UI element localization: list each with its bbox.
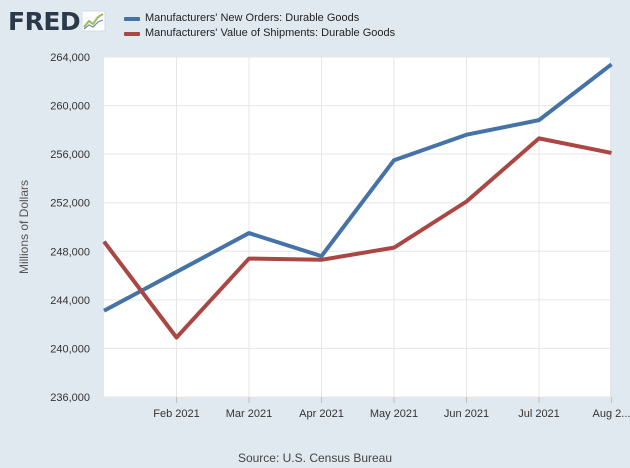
y-tick-label: 260,000 xyxy=(50,101,90,113)
source-note: Source: U.S. Census Bureau xyxy=(237,451,393,465)
x-tick-label: Aug 2... xyxy=(593,408,630,420)
series-line-new-orders xyxy=(103,62,613,313)
y-tick-label: 236,000 xyxy=(50,392,90,404)
x-tick-label: Apr 2021 xyxy=(299,408,344,420)
y-tick-label: 256,000 xyxy=(50,149,90,161)
fred-logo-text: FRED xyxy=(8,6,81,36)
y-axis-label: Millions of Dollars xyxy=(17,180,31,274)
legend-item-shipments[interactable]: Manufacturers' Value of Shipments: Durab… xyxy=(124,26,395,41)
x-tick-label: Feb 2021 xyxy=(153,408,199,420)
y-tick-label: 240,000 xyxy=(50,343,90,355)
fred-logo[interactable]: FRED xyxy=(8,6,106,36)
x-tick-label: Jul 2021 xyxy=(518,408,560,420)
line-graph-icon xyxy=(82,10,106,32)
legend-swatch-new-orders xyxy=(124,16,140,21)
series-line-shipments xyxy=(102,136,612,340)
plot-area xyxy=(104,57,610,397)
chart-legend: Manufacturers' New Orders: Durable Goods… xyxy=(124,11,395,41)
x-tick-label: Mar 2021 xyxy=(226,408,272,420)
x-tick-label: Jun 2021 xyxy=(444,408,489,420)
y-tick-label: 252,000 xyxy=(50,198,90,210)
legend-swatch-shipments xyxy=(124,31,140,36)
y-tick-label: 244,000 xyxy=(50,295,90,307)
legend-label-new-orders: Manufacturers' New Orders: Durable Goods xyxy=(145,12,360,24)
x-tick-label: May 2021 xyxy=(370,408,418,420)
legend-item-new-orders[interactable]: Manufacturers' New Orders: Durable Goods xyxy=(124,11,395,26)
y-tick-label: 248,000 xyxy=(50,246,90,258)
y-tick-label: 264,000 xyxy=(50,52,90,64)
legend-label-shipments: Manufacturers' Value of Shipments: Durab… xyxy=(145,27,396,39)
